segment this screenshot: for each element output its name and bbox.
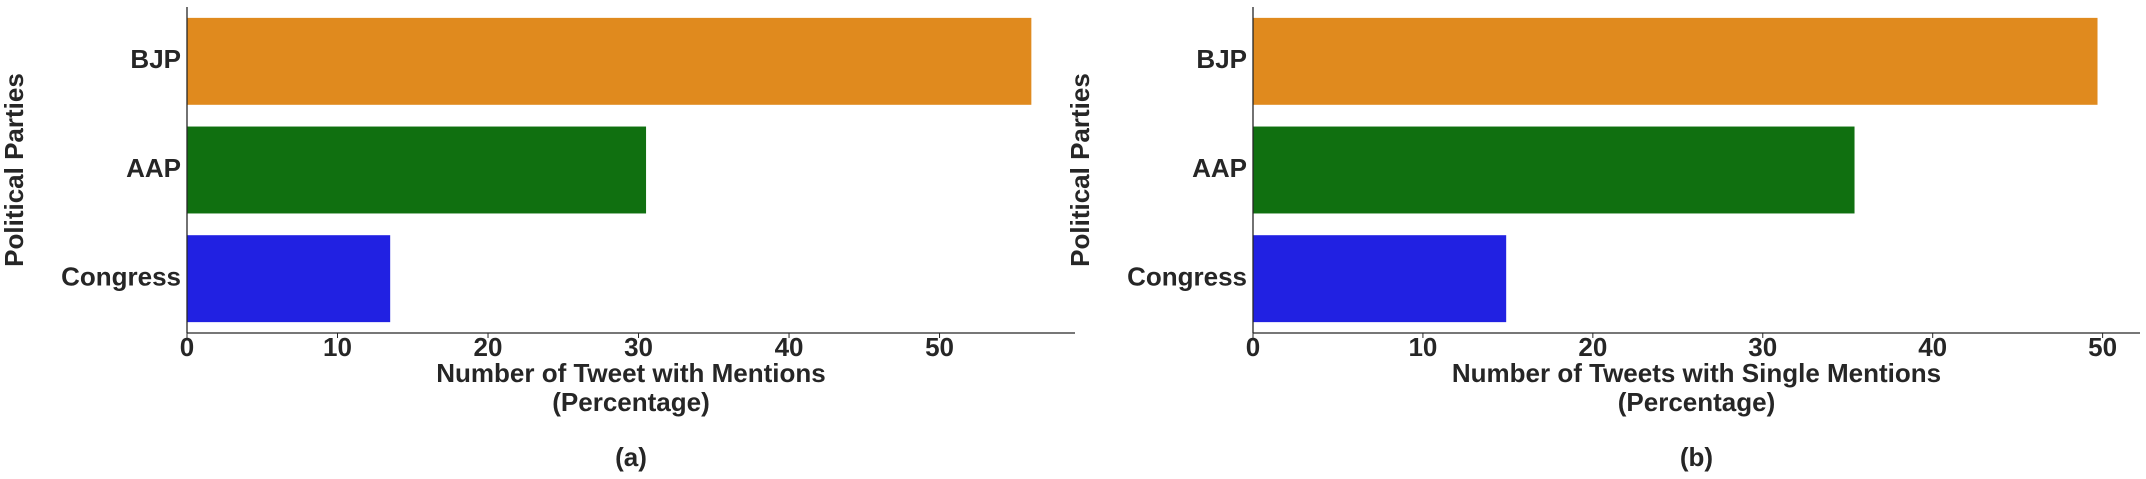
x-tick-label: 10 <box>1408 332 1437 362</box>
y-axis-label: Political Parties <box>0 73 29 267</box>
y-tick-label: AAP <box>1192 153 1247 183</box>
bar <box>187 235 391 323</box>
bar <box>187 126 647 214</box>
x-axis-label: (Percentage) <box>552 387 710 417</box>
x-tick-label: 0 <box>180 332 194 362</box>
x-axis-label: Number of Tweets with Single Mentions <box>1452 358 1941 388</box>
x-tick-label: 30 <box>624 332 653 362</box>
bar <box>187 17 1032 105</box>
caption: (b) <box>1680 442 1713 472</box>
y-axis-label: Political Parties <box>1065 73 1095 267</box>
y-tick-label: Congress <box>61 262 181 292</box>
y-tick-label: BJP <box>1196 44 1247 74</box>
x-tick-label: 20 <box>474 332 503 362</box>
x-tick-label: 40 <box>775 332 804 362</box>
x-tick-label: 20 <box>1578 332 1607 362</box>
x-tick-label: 50 <box>2088 332 2117 362</box>
x-tick-label: 10 <box>323 332 352 362</box>
x-axis-label: Number of Tweet with Mentions <box>436 358 826 388</box>
y-tick-label: BJP <box>130 44 181 74</box>
x-tick-label: 40 <box>1918 332 1947 362</box>
bar <box>1253 235 1507 323</box>
y-tick-label: Congress <box>1127 262 1247 292</box>
x-tick-label: 30 <box>1748 332 1777 362</box>
x-tick-label: 0 <box>1246 332 1260 362</box>
x-axis-label: (Percentage) <box>1618 387 1776 417</box>
y-tick-label: AAP <box>126 153 181 183</box>
x-tick-label: 50 <box>925 332 954 362</box>
bar <box>1253 17 2098 105</box>
bar <box>1253 126 1855 214</box>
caption: (a) <box>615 442 647 472</box>
